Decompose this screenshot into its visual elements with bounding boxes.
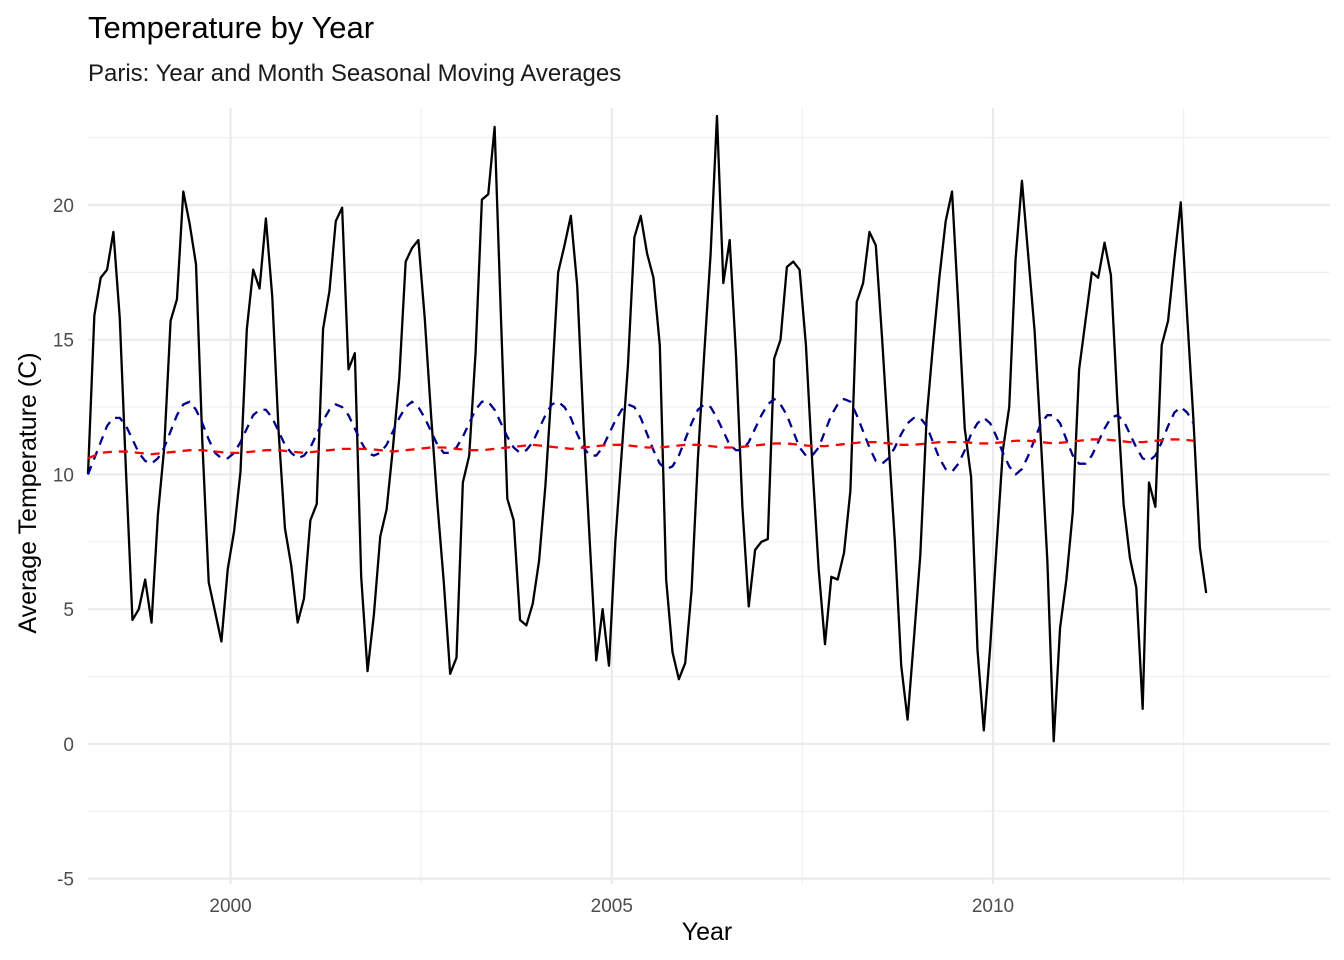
y-tick-label: 0 xyxy=(63,735,74,756)
x-tick-label: 2005 xyxy=(591,896,633,917)
x-tick-label: 2010 xyxy=(972,896,1014,917)
series-line-1 xyxy=(86,114,1208,743)
chart-title: Temperature by Year xyxy=(88,10,375,45)
series-line-2 xyxy=(86,397,1195,476)
y-tick-label: 20 xyxy=(53,196,74,217)
tick-labels: 2000 2005 2010 -5 0 5 10 15 20 xyxy=(53,196,1014,917)
grid-lines xyxy=(88,108,1330,884)
y-tick-label: 10 xyxy=(53,465,74,486)
y-tick-label: 15 xyxy=(53,331,74,352)
y-tick-label: -5 xyxy=(57,870,74,891)
y-tick-label: 5 xyxy=(63,600,74,621)
chart-subtitle: Paris: Year and Month Seasonal Moving Av… xyxy=(88,60,622,87)
x-tick-label: 2000 xyxy=(209,896,251,917)
x-axis-title: Year xyxy=(682,918,733,946)
series-lines xyxy=(86,114,1208,743)
y-axis-title: Average Temperature (C) xyxy=(14,352,42,633)
